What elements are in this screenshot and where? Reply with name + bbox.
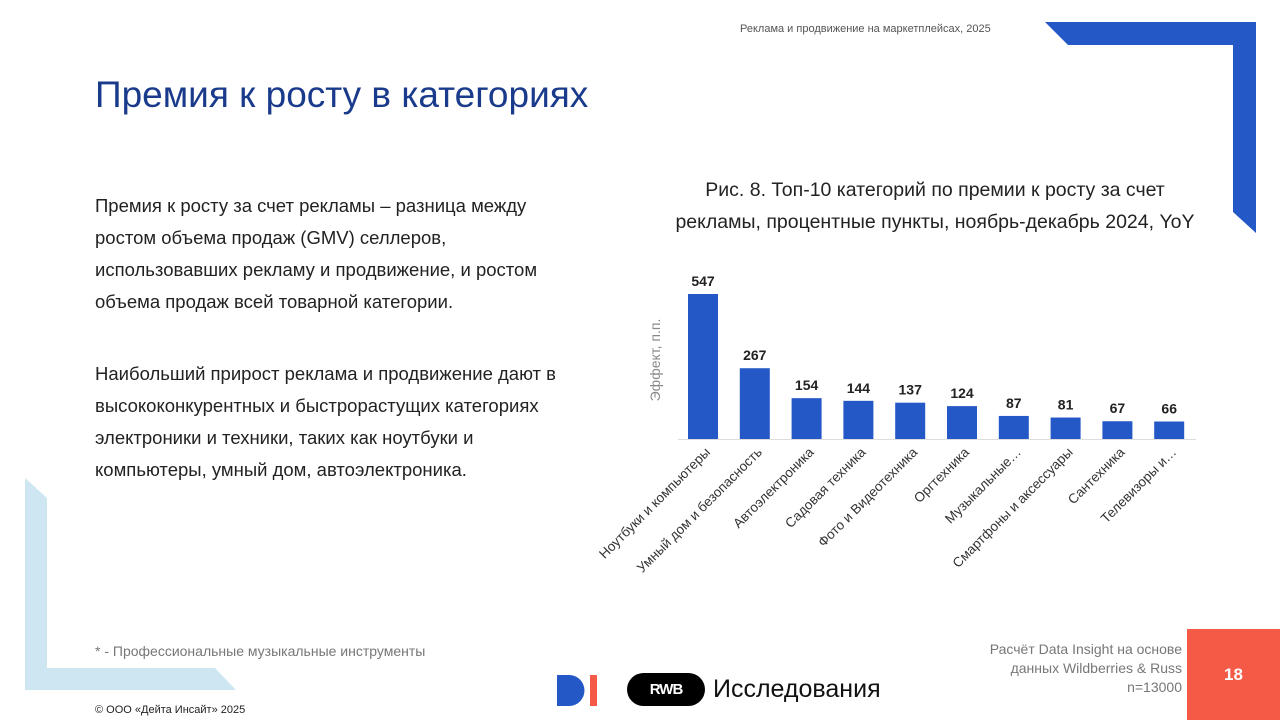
source-note: Расчёт Data Insight на основе данных Wil… — [900, 640, 1182, 697]
bar — [1102, 421, 1133, 439]
sample-size: n=13000 — [1127, 679, 1182, 695]
data-label: 267 — [743, 347, 767, 363]
bottom-left-corner-shape — [25, 478, 236, 690]
bar — [1154, 421, 1185, 439]
data-label: 81 — [1058, 397, 1074, 413]
data-label: 154 — [795, 377, 819, 393]
bar — [998, 415, 1029, 439]
data-label: 137 — [899, 382, 923, 398]
rwb-logo: RWB — [627, 673, 705, 706]
bar — [791, 398, 822, 439]
source-line: данных Wildberries & Russ — [1010, 660, 1182, 676]
y-axis-label: Эффект, п.п. — [647, 319, 663, 402]
bar — [739, 368, 770, 439]
footnote: * - Профессиональные музыкальные инструм… — [95, 643, 426, 659]
data-label: 87 — [1006, 395, 1022, 411]
definition-paragraph: Премия к росту за счет рекламы – разница… — [95, 195, 538, 312]
bar — [688, 294, 718, 439]
insight-paragraph: Наибольший прирост реклама и продвижение… — [95, 363, 556, 480]
data-insight-logo — [557, 675, 597, 706]
bar — [895, 402, 926, 439]
data-label: 547 — [691, 273, 715, 289]
top-right-corner-shape — [1045, 22, 1256, 233]
header-subtitle: Реклама и продвижение на маркетплейсах, … — [740, 23, 991, 35]
research-logo-text: Исследования — [713, 675, 881, 703]
page-title: Премия к росту в категориях — [95, 74, 589, 115]
source-line: Расчёт Data Insight на основе — [989, 641, 1182, 657]
data-label: 144 — [847, 380, 871, 396]
data-label: 124 — [950, 385, 974, 401]
category-label: Фото и Видеотехника — [815, 444, 921, 550]
bar — [947, 406, 977, 439]
data-label: 67 — [1110, 400, 1126, 416]
chart-title: Рис. 8. Топ-10 категорий по премии к рос… — [675, 179, 1195, 233]
bar — [1050, 417, 1081, 439]
page-number: 18 — [1187, 629, 1280, 720]
bar — [843, 400, 874, 439]
data-label: 66 — [1161, 401, 1177, 417]
copyright: © ООО «Дейта Инсайт» 2025 — [95, 704, 246, 716]
